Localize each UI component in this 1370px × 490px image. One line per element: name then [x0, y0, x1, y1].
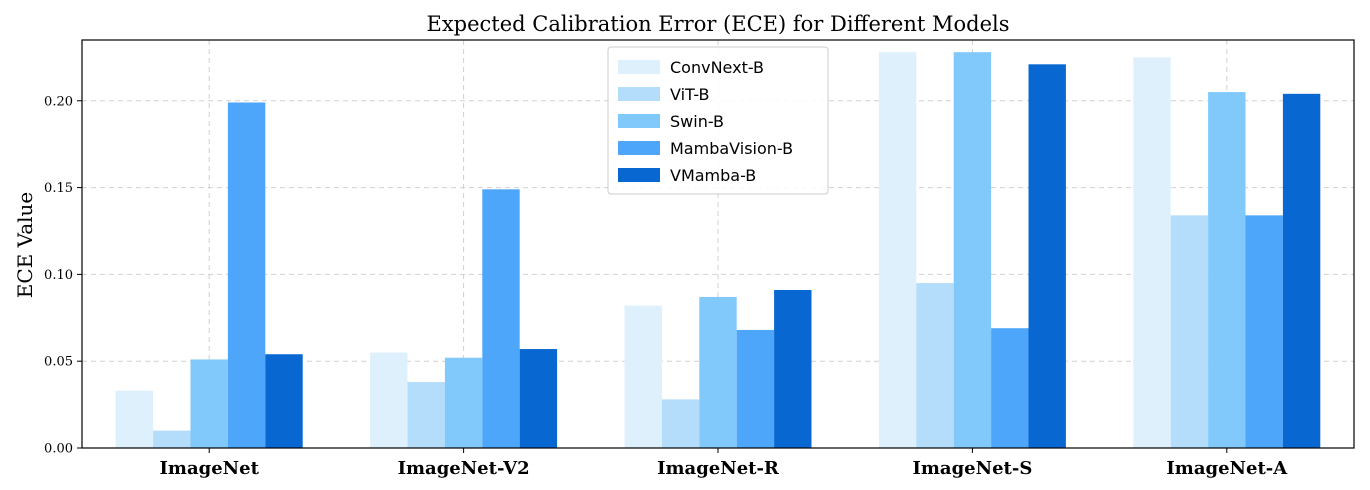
x-tick-label: ImageNet-A: [1166, 458, 1288, 479]
legend-frame: [607, 46, 829, 195]
legend-label: MambaVision-B: [670, 139, 793, 158]
bar-convnext-b-imagenet-s: [878, 52, 917, 448]
bar-vmamba-b-imagenet-r: [774, 290, 812, 448]
y-tick-label: 0.20: [44, 94, 73, 109]
y-tick-label: 0.15: [44, 181, 73, 196]
y-axis-label: ECE Value: [13, 192, 37, 299]
legend-label: VMamba-B: [670, 166, 756, 185]
bar-vmamba-b-imagenet-a: [1282, 93, 1321, 448]
x-tick-label: ImageNet: [160, 458, 260, 479]
legend-label: ViT-B: [670, 85, 710, 104]
bar-vmamba-b-imagenet-s: [1028, 64, 1066, 448]
bar-vit-b-imagenet-r: [661, 399, 700, 448]
bar-vit-b-imagenet-v2: [407, 382, 445, 448]
bar-vit-b-imagenet: [153, 430, 191, 448]
legend-swatch: [618, 168, 660, 182]
bar-mambavision-b-imagenet-s: [991, 328, 1029, 448]
bar-convnext-b-imagenet-v2: [370, 352, 408, 448]
bar-convnext-b-imagenet-a: [1133, 57, 1171, 449]
y-tick-label: 0.05: [44, 355, 73, 370]
bar-swin-b-imagenet-a: [1208, 92, 1246, 448]
bar-vmamba-b-imagenet: [265, 354, 303, 448]
bar-convnext-b-imagenet-r: [624, 305, 662, 448]
bar-mambavision-b-imagenet-v2: [482, 189, 520, 448]
bar-mambavision-b-imagenet-a: [1245, 215, 1283, 448]
bar-mambavision-b-imagenet: [227, 102, 266, 448]
x-tick-label: ImageNet-R: [657, 458, 780, 479]
legend-swatch: [618, 87, 660, 101]
legend-swatch: [618, 114, 660, 128]
bar-vit-b-imagenet-s: [916, 283, 954, 448]
ticks-layer: 0.00 0.05 0.10 0.15 0.20 ImageNet ImageNet-V2 I…: [44, 94, 1288, 479]
bar-convnext-b-imagenet: [115, 390, 154, 448]
legend-label: ConvNext-B: [670, 58, 764, 77]
bar-vmamba-b-imagenet-v2: [519, 349, 558, 448]
legend-swatch: [618, 60, 660, 74]
bar-swin-b-imagenet-r: [699, 296, 737, 448]
legend-label: Swin-B: [670, 112, 724, 131]
x-tick-label: ImageNet-V2: [398, 458, 530, 479]
bar-swin-b-imagenet-v2: [444, 357, 483, 448]
bars-layer: [115, 52, 1321, 449]
x-tick-label: ImageNet-S: [912, 458, 1032, 479]
chart-title: Expected Calibration Error (ECE) for Dif…: [426, 12, 1009, 36]
bar-swin-b-imagenet-s: [953, 52, 992, 448]
legend-swatch: [618, 141, 660, 155]
y-tick-label: 0.00: [44, 442, 73, 457]
legend: ConvNext-B ViT-B Swin-B MambaVision-B VMamba…: [607, 46, 829, 195]
bar-vit-b-imagenet-a: [1170, 215, 1209, 448]
y-tick-label: 0.10: [44, 268, 73, 283]
bar-swin-b-imagenet: [190, 359, 228, 448]
bar-mambavision-b-imagenet-r: [736, 329, 775, 448]
